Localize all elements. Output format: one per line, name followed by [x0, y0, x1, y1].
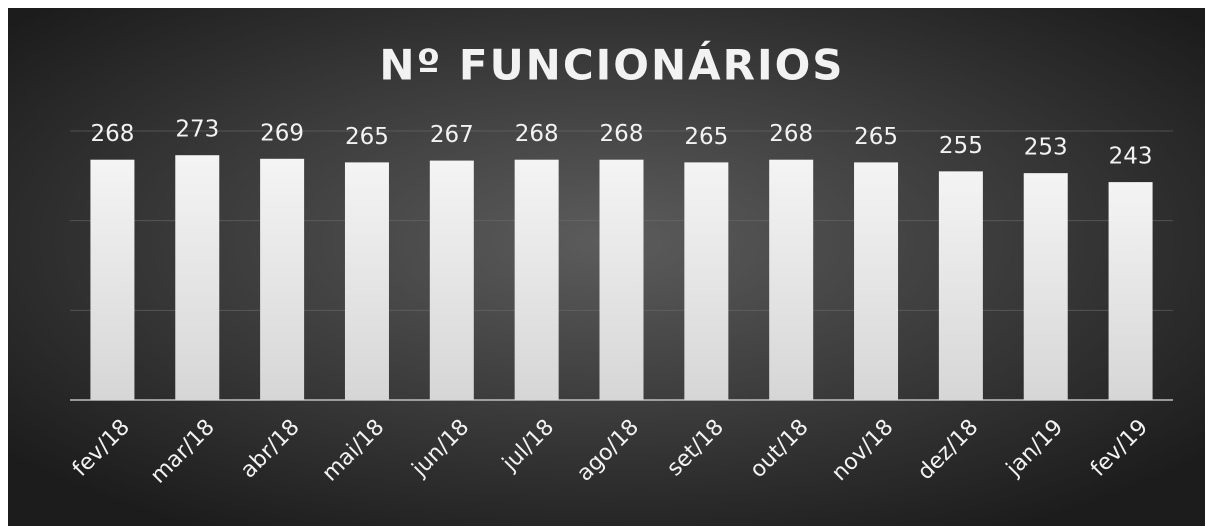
value-label: 268: [515, 121, 559, 147]
bar: [938, 171, 983, 400]
bar: [854, 162, 899, 400]
value-label: 265: [684, 124, 728, 150]
bar: [1108, 182, 1153, 400]
value-label: 265: [345, 124, 389, 150]
bar: [90, 159, 135, 400]
value-label: 253: [1024, 135, 1068, 161]
bar: [260, 158, 305, 400]
bar: [514, 159, 559, 400]
value-label: 265: [854, 124, 898, 150]
bar: [684, 162, 729, 400]
bar: [1023, 173, 1068, 400]
value-label: 255: [939, 133, 983, 159]
value-label: 273: [175, 117, 219, 143]
value-label: 268: [769, 121, 813, 147]
value-label: 267: [430, 122, 474, 148]
value-label: 243: [1109, 144, 1153, 170]
chart-title: Nº FUNCIONÁRIOS: [379, 40, 844, 90]
bar: [769, 159, 814, 400]
bar: [429, 160, 474, 400]
bar: [344, 162, 389, 400]
value-label: 268: [600, 121, 644, 147]
value-label: 268: [90, 121, 134, 147]
bar: [599, 159, 644, 400]
value-label: 269: [260, 120, 304, 146]
bar: [175, 155, 220, 400]
